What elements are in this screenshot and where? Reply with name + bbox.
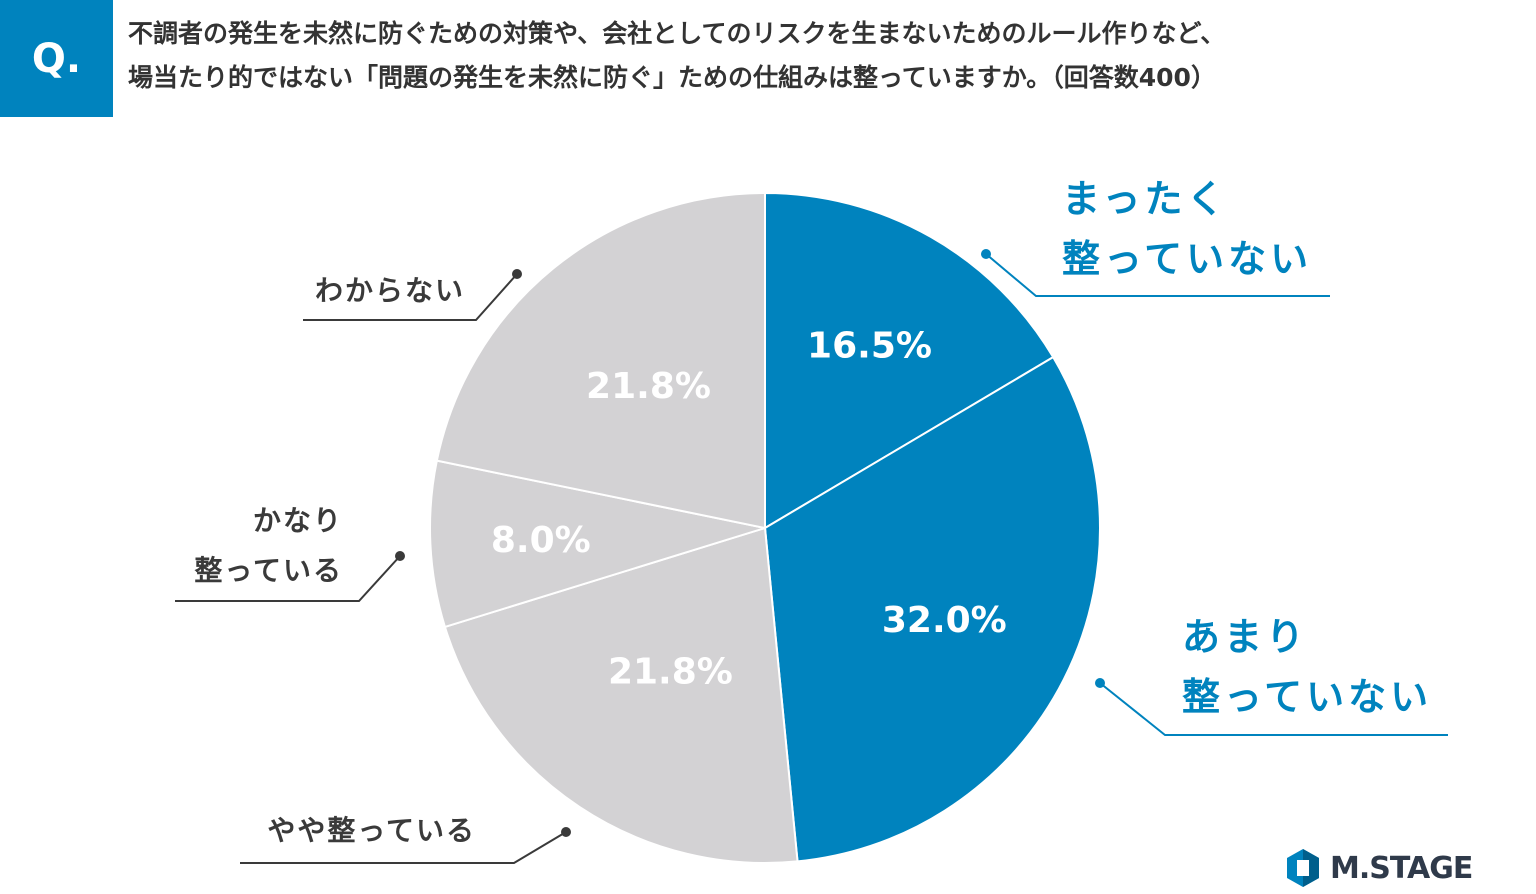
pie-slice-3 xyxy=(443,526,799,864)
pie-slices xyxy=(429,191,1102,864)
callout-line-1 xyxy=(985,253,1330,297)
brand-logo-icon xyxy=(1287,849,1319,887)
category-label-4-line-1: かなり xyxy=(253,504,343,537)
question-text: 不調者の発生を未然に防ぐための対策や、会社としてのリスクを生まないためのルール作… xyxy=(128,12,1528,100)
percent-label-2: 32.0% xyxy=(882,600,1007,641)
pie-slice-1 xyxy=(764,191,1055,530)
question-badge: Q. xyxy=(0,0,113,117)
category-label-3-line-1: やや整っている xyxy=(267,814,476,847)
percent-label-1: 16.5% xyxy=(807,326,932,367)
callout-line-5 xyxy=(303,273,518,321)
category-label-2-line-2: 整っていない xyxy=(1182,675,1432,719)
callout-line-4 xyxy=(175,555,401,602)
category-label-2-line-1: あまり xyxy=(1182,615,1308,659)
callout-dot-5 xyxy=(512,269,522,279)
callout-dot-2 xyxy=(1095,678,1105,688)
pie-slice-4 xyxy=(429,459,766,629)
pie-slice-2 xyxy=(763,355,1102,863)
callout-dot-1 xyxy=(981,249,991,259)
category-label-1-line-1: まったく xyxy=(1062,177,1228,221)
callout-dot-4 xyxy=(395,551,405,561)
callout-line-2 xyxy=(1099,682,1448,736)
callout-dot-3 xyxy=(561,827,571,837)
category-label-5-line-1: わからない xyxy=(315,274,465,307)
category-label-1-line-2: 整っていない xyxy=(1062,237,1312,281)
pie-slice-5 xyxy=(435,191,766,530)
category-label-4-line-2: 整っている xyxy=(194,554,343,587)
percent-label-4: 8.0% xyxy=(491,520,591,561)
brand-logo: M.STAGE xyxy=(1286,848,1473,888)
brand-name: M.STAGE xyxy=(1330,850,1473,886)
question-line-1: 不調者の発生を未然に防ぐための対策や、会社としてのリスクを生まないためのルール作… xyxy=(128,19,1226,48)
callout-line-3 xyxy=(240,831,567,864)
percent-label-3: 21.8% xyxy=(608,651,733,692)
percent-label-5: 21.8% xyxy=(586,366,711,407)
question-line-2: 場当たり的ではない「問題の発生を未然に防ぐ」ための仕組みは整っていますか。（回答… xyxy=(128,63,1216,92)
percent-labels: 16.5% 32.0% 21.8% 8.0% 21.8% xyxy=(491,326,1007,693)
